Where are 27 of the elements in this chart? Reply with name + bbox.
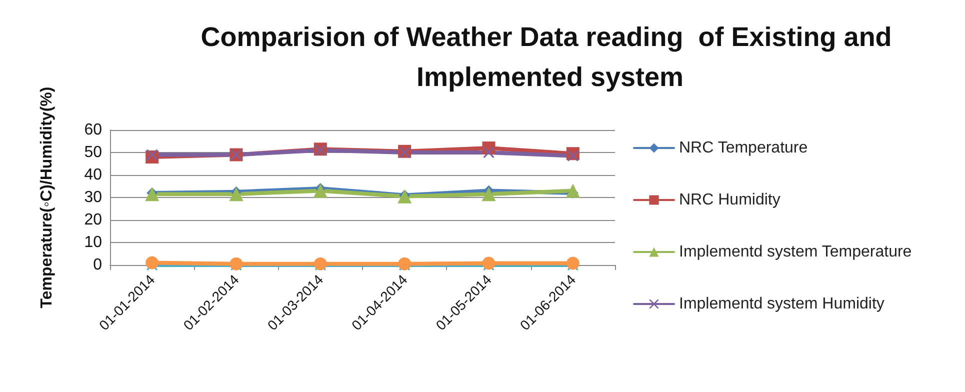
- legend-label: NRC Humidity: [679, 192, 780, 208]
- point: [482, 187, 496, 202]
- point: [566, 184, 580, 198]
- y-tick-label: 50: [84, 144, 102, 161]
- point: [566, 256, 580, 270]
- legend-label: Implementd system Temperature: [679, 244, 912, 260]
- y-axis-title: Temperature(◦C)/Humidity(%): [38, 86, 56, 308]
- legend-label: NRC Temperature: [679, 140, 808, 156]
- y-tick-label: 40: [84, 166, 102, 184]
- point: [483, 147, 494, 158]
- point: [229, 187, 244, 202]
- point: [146, 256, 159, 270]
- point: [399, 147, 410, 158]
- point: [145, 187, 160, 202]
- y-tick-label: 0: [93, 256, 102, 274]
- point: [230, 257, 243, 270]
- y-tick-label: 30: [84, 189, 102, 206]
- point: [398, 189, 412, 204]
- point: [146, 149, 158, 160]
- legend-label: Implementd system Humidity: [679, 296, 884, 312]
- point: [482, 256, 496, 270]
- y-tick-label: 60: [84, 122, 102, 138]
- chart-title: Comparision of Weather Data reading of Existing and Implemented system: [200, 22, 900, 92]
- y-tick-label: 20: [84, 212, 102, 228]
- y-tick-label: 10: [84, 234, 102, 251]
- point: [567, 150, 578, 162]
- point: [313, 184, 328, 198]
